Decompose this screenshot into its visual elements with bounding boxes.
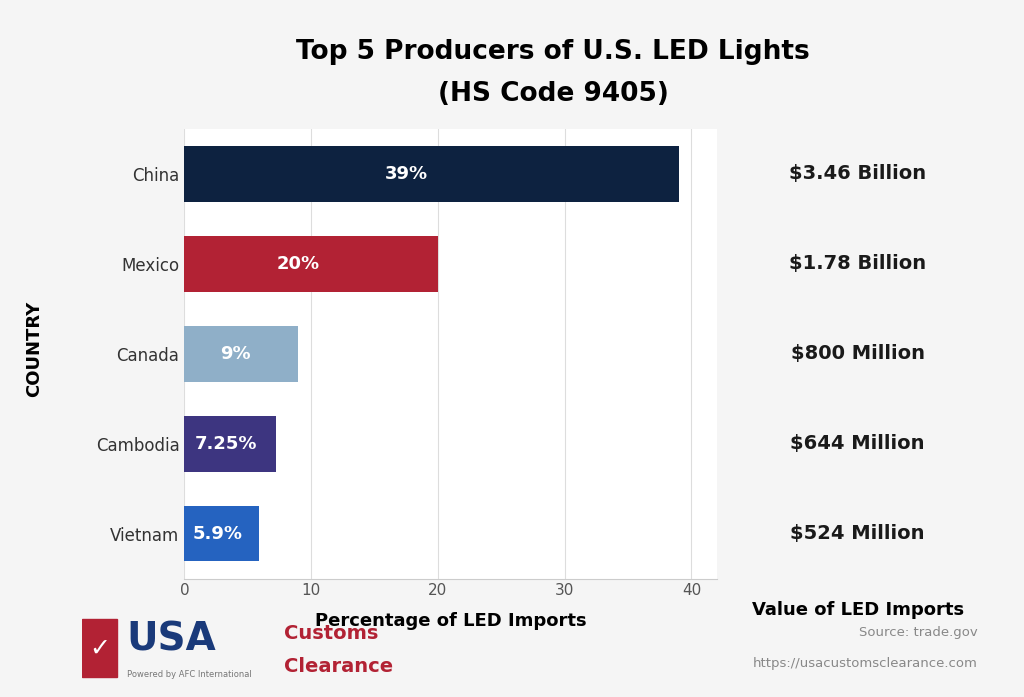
Bar xyxy=(184,506,259,561)
Text: 9%: 9% xyxy=(220,345,251,362)
Text: 39%: 39% xyxy=(385,165,428,183)
Text: https://usacustomsclearance.com: https://usacustomsclearance.com xyxy=(753,657,978,670)
Text: ✓: ✓ xyxy=(89,636,110,660)
Bar xyxy=(184,146,679,201)
Text: Clearance: Clearance xyxy=(285,657,393,676)
Bar xyxy=(184,236,438,291)
Text: 20%: 20% xyxy=(276,255,319,273)
Text: Source: trade.gov: Source: trade.gov xyxy=(859,627,978,639)
Text: $644 Million: $644 Million xyxy=(791,434,925,453)
Text: Top 5 Producers of U.S. LED Lights: Top 5 Producers of U.S. LED Lights xyxy=(296,39,810,66)
Text: (HS Code 9405): (HS Code 9405) xyxy=(437,81,669,107)
Text: COUNTRY: COUNTRY xyxy=(25,300,43,397)
Text: 5.9%: 5.9% xyxy=(193,525,243,542)
Text: $524 Million: $524 Million xyxy=(791,524,925,543)
X-axis label: Percentage of LED Imports: Percentage of LED Imports xyxy=(314,612,587,630)
Text: Value of LED Imports: Value of LED Imports xyxy=(752,601,964,619)
Bar xyxy=(184,416,276,471)
Text: $3.46 Billion: $3.46 Billion xyxy=(790,164,926,183)
Text: $1.78 Billion: $1.78 Billion xyxy=(790,254,926,273)
Text: Customs: Customs xyxy=(285,624,379,643)
FancyBboxPatch shape xyxy=(82,619,117,677)
Text: USA: USA xyxy=(127,621,216,659)
Bar xyxy=(184,326,298,381)
Text: 7.25%: 7.25% xyxy=(195,435,257,452)
Text: Powered by AFC International: Powered by AFC International xyxy=(127,671,252,680)
Text: $800 Million: $800 Million xyxy=(791,344,925,363)
